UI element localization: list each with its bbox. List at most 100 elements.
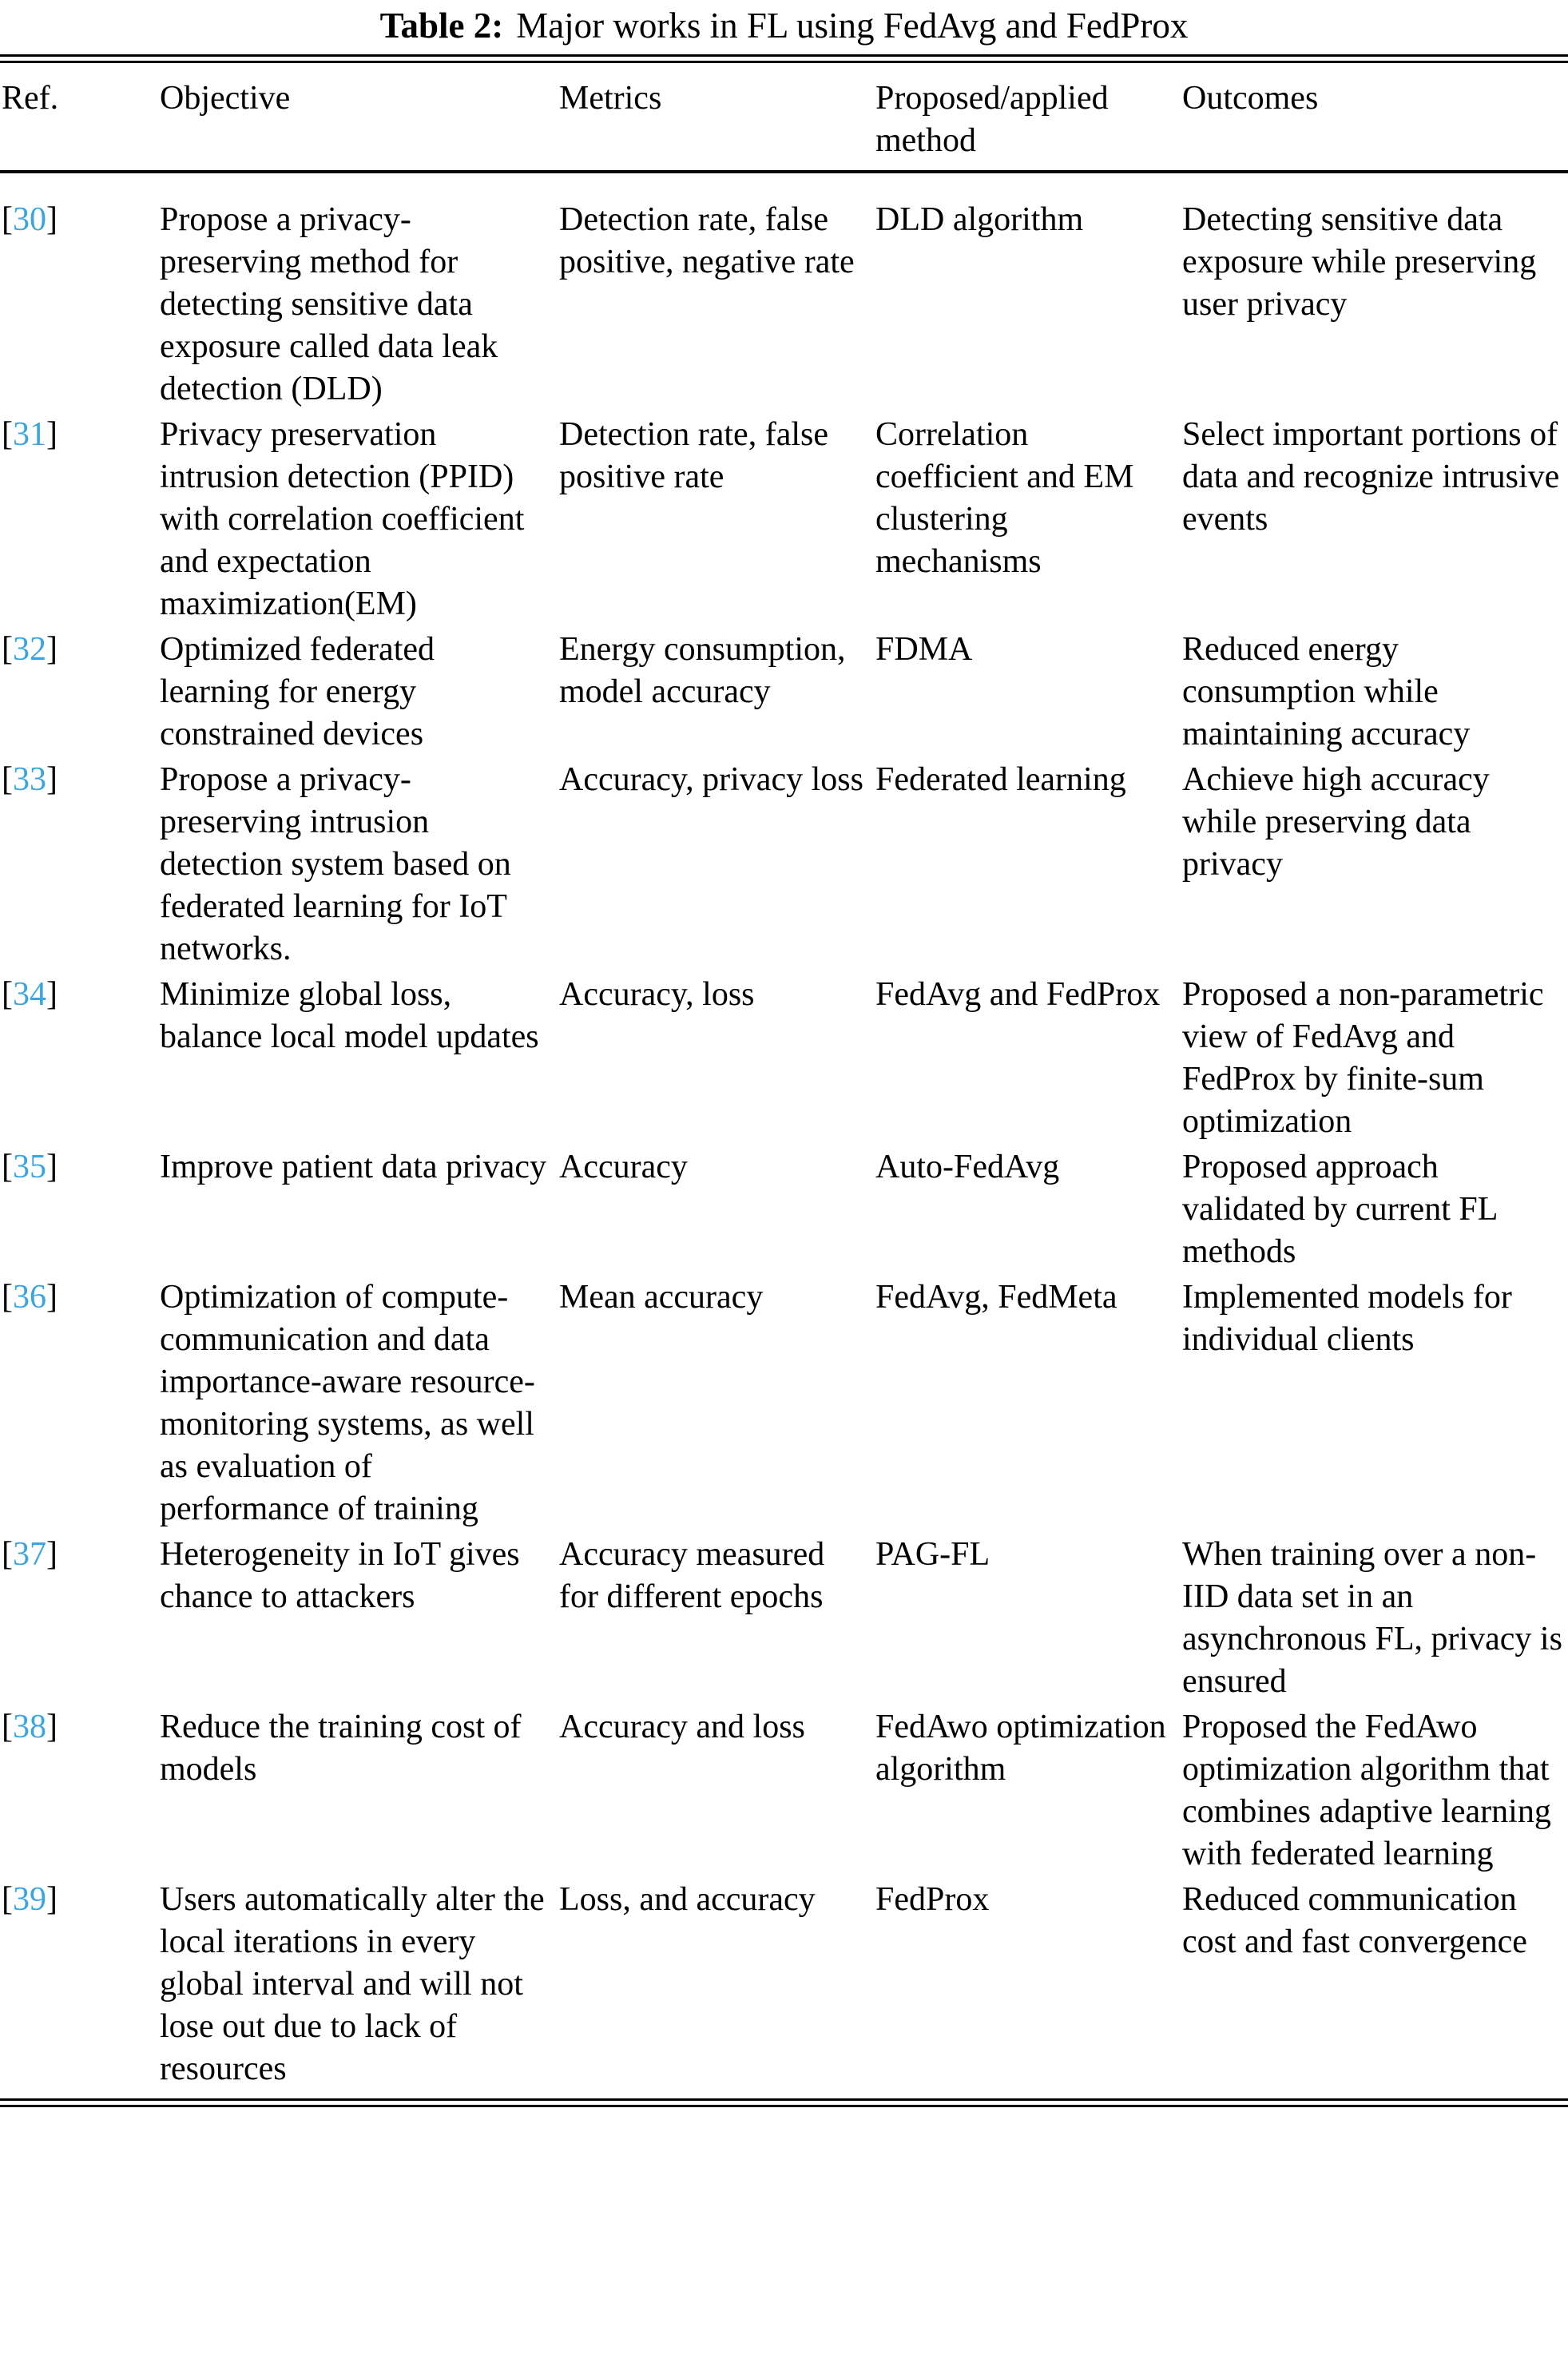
- ref-bracket-open: [: [2, 1279, 13, 1316]
- column-header-ref: Ref.: [2, 80, 59, 117]
- table-row: [30] Propose a privacy-preserving method…: [0, 199, 1568, 414]
- ref-citation-link[interactable]: 36: [13, 1279, 46, 1316]
- ref-cell: [34]: [0, 974, 160, 1019]
- objective-cell: Optimized federated learning for energy …: [160, 631, 435, 752]
- metrics-cell: Accuracy and loss: [559, 1709, 805, 1745]
- ref-citation-link[interactable]: 39: [13, 1881, 46, 1918]
- ref-bracket-close: ]: [46, 976, 58, 1013]
- objective-cell: Privacy preservation intrusion detection…: [160, 416, 525, 622]
- method-cell: Federated learning: [875, 761, 1126, 798]
- metrics-cell: Detection rate, false positive, negative…: [559, 201, 855, 280]
- method-cell: Correlation coefficient and EM clusterin…: [875, 416, 1134, 580]
- method-cell: DLD algorithm: [875, 201, 1084, 238]
- objective-cell: Improve patient data privacy: [160, 1149, 546, 1185]
- ref-citation-link[interactable]: 34: [13, 976, 46, 1013]
- table-title: Table 2: Major works in FL using FedAvg a…: [0, 0, 1568, 51]
- ref-bracket-open: [: [2, 1709, 13, 1745]
- rule-line: [0, 61, 1568, 63]
- ref-bracket-open: [: [2, 201, 13, 238]
- ref-cell: [32]: [0, 629, 160, 674]
- table-row: [36] Optimization of compute-communicati…: [0, 1276, 1568, 1534]
- ref-bracket-close: ]: [46, 1536, 58, 1573]
- ref-bracket-open: [: [2, 1149, 13, 1185]
- method-cell: FDMA: [875, 631, 973, 668]
- ref-bracket-open: [: [2, 416, 13, 453]
- column-header-objective: Objective: [160, 80, 291, 117]
- column-header-metrics: Metrics: [559, 80, 662, 117]
- table-row: [38] Reduce the training cost of models …: [0, 1706, 1568, 1879]
- metrics-cell: Accuracy measured for different epochs: [559, 1536, 825, 1615]
- ref-bracket-close: ]: [46, 761, 58, 798]
- ref-citation-link[interactable]: 31: [13, 416, 46, 453]
- ref-cell: [31]: [0, 414, 160, 459]
- column-header-outcomes: Outcomes: [1182, 80, 1319, 117]
- header-separator-rule: [0, 170, 1568, 173]
- outcomes-cell: When training over a non-IID data set in…: [1182, 1536, 1562, 1700]
- ref-cell: [39]: [0, 1879, 160, 1924]
- table-row: [33] Propose a privacy-preserving intrus…: [0, 759, 1568, 974]
- method-cell: Auto-FedAvg: [875, 1149, 1060, 1185]
- table-row: [32] Optimized federated learning for en…: [0, 629, 1568, 759]
- objective-cell: Reduce the training cost of models: [160, 1709, 522, 1788]
- objective-cell: Propose a privacy-preserving intrusion d…: [160, 761, 511, 967]
- table-row: [37] Heterogeneity in IoT gives chance t…: [0, 1534, 1568, 1706]
- ref-bracket-close: ]: [46, 1881, 58, 1918]
- metrics-cell: Energy consumption, model accuracy: [559, 631, 846, 710]
- method-cell: FedAwo optimization algorithm: [875, 1709, 1166, 1788]
- metrics-cell: Mean accuracy: [559, 1279, 764, 1316]
- table-top-rule: [0, 54, 1568, 63]
- ref-bracket-open: [: [2, 631, 13, 668]
- objective-cell: Propose a privacy-preserving method for …: [160, 201, 498, 407]
- table-bottom-rule: [0, 2098, 1568, 2107]
- ref-cell: [38]: [0, 1706, 160, 1752]
- table-body: [30] Propose a privacy-preserving method…: [0, 173, 1568, 2094]
- ref-citation-link[interactable]: 35: [13, 1149, 46, 1185]
- ref-cell: [35]: [0, 1146, 160, 1192]
- ref-cell: [37]: [0, 1534, 160, 1579]
- ref-bracket-open: [: [2, 1536, 13, 1573]
- metrics-cell: Loss, and accuracy: [559, 1881, 816, 1918]
- outcomes-cell: Achieve high accuracy while preserving d…: [1182, 761, 1490, 883]
- ref-bracket-open: [: [2, 976, 13, 1013]
- ref-bracket-close: ]: [46, 1709, 58, 1745]
- rule-line: [0, 54, 1568, 57]
- outcomes-cell: Reduced communication cost and fast conv…: [1182, 1881, 1527, 1960]
- table-row: [35] Improve patient data privacy Accura…: [0, 1146, 1568, 1276]
- outcomes-cell: Proposed approach validated by current F…: [1182, 1149, 1497, 1270]
- ref-bracket-close: ]: [46, 631, 58, 668]
- metrics-cell: Accuracy, loss: [559, 976, 755, 1013]
- objective-cell: Optimization of compute-communication an…: [160, 1279, 535, 1527]
- ref-citation-link[interactable]: 32: [13, 631, 46, 668]
- objective-cell: Minimize global loss, balance local mode…: [160, 976, 539, 1055]
- method-cell: PAG-FL: [875, 1536, 990, 1573]
- method-cell: FedProx: [875, 1881, 990, 1918]
- ref-bracket-close: ]: [46, 201, 58, 238]
- metrics-cell: Detection rate, false positive rate: [559, 416, 828, 495]
- outcomes-cell: Proposed a non-parametric view of FedAvg…: [1182, 976, 1544, 1140]
- ref-bracket-close: ]: [46, 1149, 58, 1185]
- ref-cell: [36]: [0, 1276, 160, 1322]
- objective-cell: Users automatically alter the local iter…: [160, 1881, 545, 2087]
- method-cell: FedAvg, FedMeta: [875, 1279, 1117, 1316]
- outcomes-cell: Proposed the FedAwo optimization algorit…: [1182, 1709, 1551, 1872]
- rule-line: [0, 2098, 1568, 2101]
- column-header-method: Proposed/applied method: [875, 80, 1109, 159]
- outcomes-cell: Select important portions of data and re…: [1182, 416, 1560, 538]
- rule-line: [0, 2105, 1568, 2107]
- table-row: [31] Privacy preservation intrusion dete…: [0, 414, 1568, 629]
- ref-bracket-open: [: [2, 1881, 13, 1918]
- ref-citation-link[interactable]: 33: [13, 761, 46, 798]
- ref-bracket-close: ]: [46, 416, 58, 453]
- ref-cell: [33]: [0, 759, 160, 804]
- outcomes-cell: Detecting sensitive data exposure while …: [1182, 201, 1537, 323]
- ref-bracket-open: [: [2, 761, 13, 798]
- objective-cell: Heterogeneity in IoT gives chance to att…: [160, 1536, 520, 1615]
- ref-citation-link[interactable]: 30: [13, 201, 46, 238]
- ref-cell: [30]: [0, 199, 160, 244]
- table-title-label: Table 2:: [379, 6, 504, 46]
- outcomes-cell: Reduced energy consumption while maintai…: [1182, 631, 1471, 752]
- ref-citation-link[interactable]: 38: [13, 1709, 46, 1745]
- ref-citation-link[interactable]: 37: [13, 1536, 46, 1573]
- metrics-cell: Accuracy: [559, 1149, 688, 1185]
- outcomes-cell: Implemented models for individual client…: [1182, 1279, 1512, 1358]
